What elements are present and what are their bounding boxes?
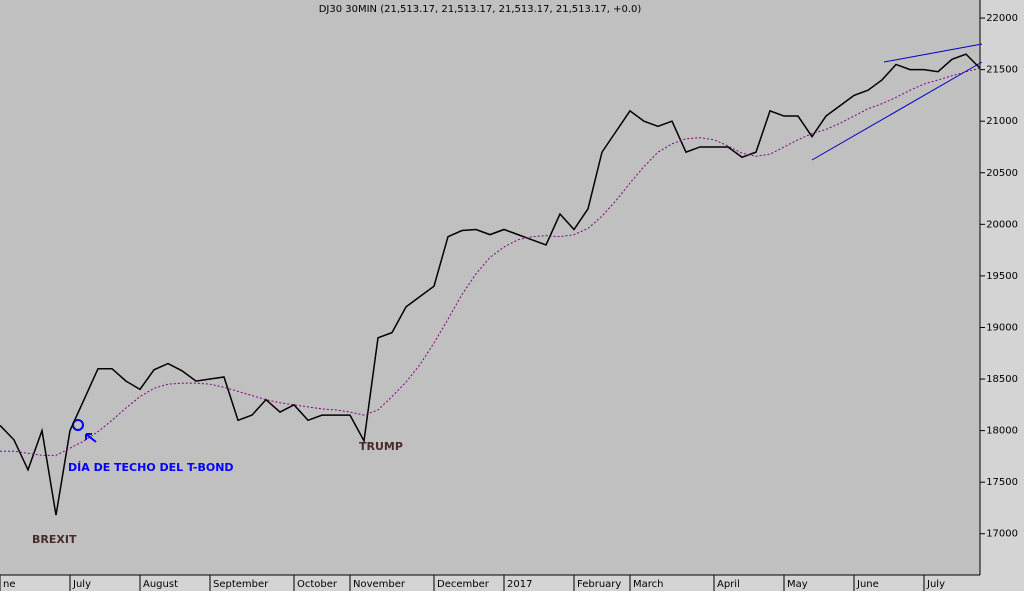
x-tick-label: July [926,579,945,590]
y-axis-band [980,0,1024,591]
x-tick-label: April [717,579,740,590]
y-tick-label: 20000 [986,219,1018,230]
x-tick-label: 2017 [507,579,532,590]
y-tick-label: 17500 [986,477,1018,488]
annotation: DÍA DE TECHO DEL T-BOND [68,461,234,474]
x-tick-label: February [577,579,621,590]
y-tick-label: 20500 [986,168,1018,179]
chart-title: DJ30 30MIN (21,513.17, 21,513.17, 21,513… [319,4,642,15]
x-tick-label: May [787,579,808,590]
y-tick-label: 21000 [986,116,1018,127]
plot-background [0,0,980,575]
y-tick-label: 19000 [986,322,1018,333]
x-tick-label: October [297,579,338,590]
arrow [85,433,97,443]
y-tick-label: 18500 [986,374,1018,385]
y-tick-label: 19500 [986,271,1018,282]
annotation: TRUMP [359,440,403,453]
x-tick-label: June [856,579,879,590]
x-tick-label: July [72,579,91,590]
moving-average [0,67,981,456]
x-tick-label: December [437,579,490,590]
x-tick-label: August [143,579,178,590]
y-tick-label: 17000 [986,529,1018,540]
annotation: BREXIT [32,533,77,546]
x-tick-label: March [633,579,663,590]
x-tick-label: September [213,579,269,590]
y-tick-label: 18000 [986,426,1018,437]
price-line [0,53,981,516]
y-tick-label: 21500 [986,65,1018,76]
x-tick-label: November [353,579,406,590]
x-axis-band [0,575,1024,591]
x-tick-label: ne [3,579,16,590]
y-tick-label: 22000 [986,13,1018,24]
trendline [883,43,983,63]
trendline [811,61,983,161]
